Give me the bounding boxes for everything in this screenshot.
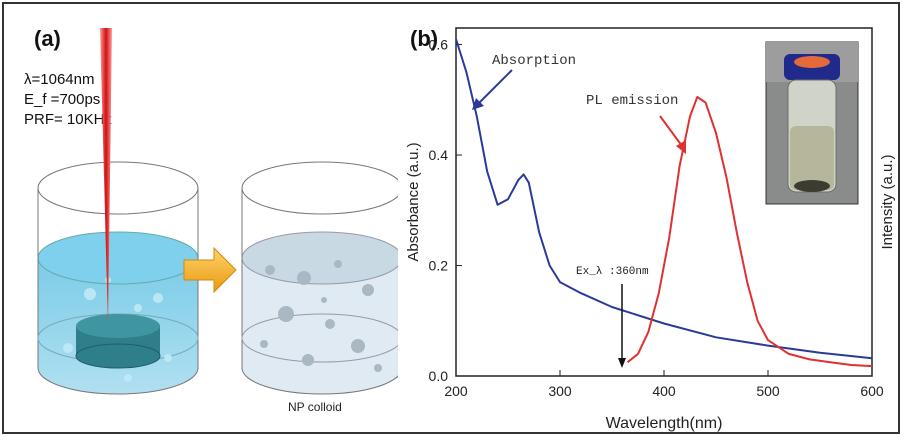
colloid-label: NP colloid [288,400,342,414]
x-tick-label: 400 [652,383,676,399]
excitation-annotation: Ex_λ :360nm [576,266,649,278]
process-arrow-icon [183,246,237,294]
x-axis-label: Wavelength(nm) [606,415,723,432]
x-tick-label: 500 [756,383,780,399]
ablation-schematic [37,28,398,395]
absorption-annotation: Absorption [492,53,576,69]
panel-a-tag: (a) [34,26,61,51]
ablation-vessel [37,161,199,395]
x-tick-label: 300 [548,383,572,399]
x-axis: 200 300 400 500 600 [444,370,884,399]
spectra-chart: (b) 0.0 0.2 0.4 0.6 200 300 400 500 600 Absorba… [405,26,896,432]
x-tick-label: 200 [444,383,468,399]
series-line-absorption [455,38,873,360]
pl-arrowhead-icon [676,140,686,154]
y-tick-label: 0.0 [429,368,449,384]
y-tick-label: 0.6 [429,37,449,53]
absorption-arrowhead-icon [472,98,484,110]
prf-param: PRF= 10KHz [24,111,112,128]
series-group [455,38,873,368]
pl-pointer-arrow [659,115,683,147]
y-tick-label: 0.2 [429,258,449,274]
wavelength-param: λ=1064nm [24,71,95,88]
target-disk [75,314,161,369]
colloid-vessel [241,161,398,395]
laser-parameters: λ=1064nm E_f =700ps PRF= 10KHz [24,70,112,130]
excitation-arrowhead-icon [618,358,626,368]
panel-a: (a) λ=1064nm E_f =700ps PRF= 10KHz [8,8,398,428]
laser-beam [100,28,112,326]
y2-axis-label: Intensity (a.u.) [879,154,896,249]
y-tick-label: 0.4 [429,147,449,163]
panel-b: (b) 0.0 0.2 0.4 0.6 200 300 400 500 600 Absorba… [400,8,900,438]
y-axis: 0.0 0.2 0.4 0.6 [429,37,462,384]
vial-photo-inset [765,41,859,205]
pulse-param: E_f =700ps [24,91,101,108]
absorption-pointer-arrow [477,69,513,105]
panel-b-tag: (b) [410,26,438,51]
series-line-pl-emission [626,96,873,368]
x-tick-label: 600 [860,383,884,399]
y-axis-label: Absorbance (a.u.) [405,142,422,261]
pl-annotation: PL emission [586,93,678,109]
